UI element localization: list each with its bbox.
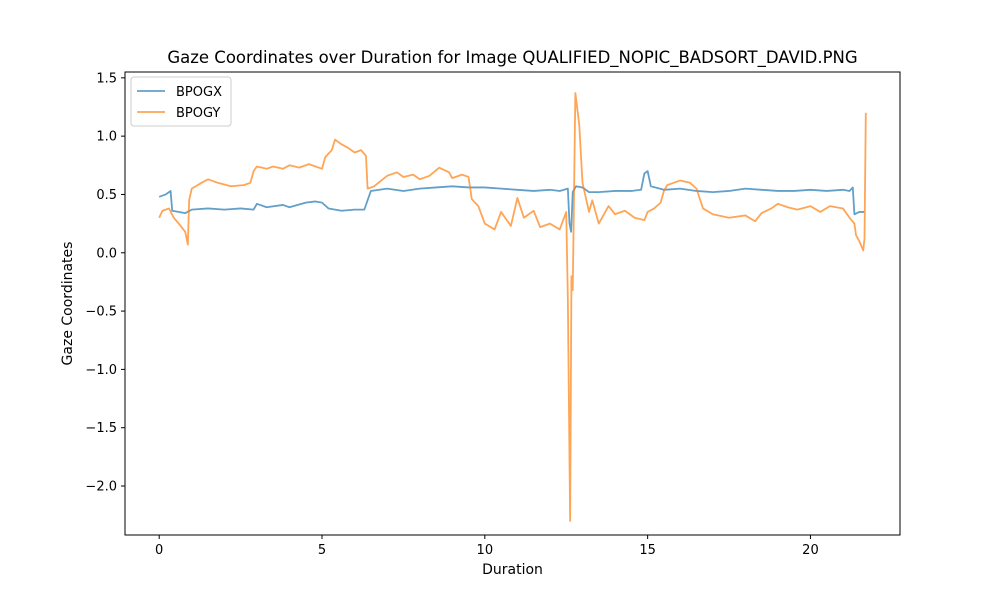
y-tick-label: −1.0 bbox=[85, 363, 117, 378]
series-layer bbox=[158, 92, 867, 522]
plot-frame bbox=[124, 71, 901, 536]
legend: BPOGX BPOGY bbox=[130, 76, 232, 127]
x-tick-label: 10 bbox=[477, 543, 494, 558]
x-axis-title: Duration bbox=[482, 562, 543, 578]
y-tick-label: 0.0 bbox=[96, 246, 117, 261]
y-tick-label: 1.5 bbox=[96, 71, 117, 86]
x-tick-label: 15 bbox=[639, 543, 656, 558]
y-tick-label: −2.0 bbox=[85, 480, 117, 495]
x-tick-label: 0 bbox=[155, 543, 163, 558]
y-axis-title: Gaze Coordinates bbox=[60, 242, 76, 366]
chart-title: Gaze Coordinates over Duration for Image… bbox=[167, 48, 857, 68]
y-axis: −2.0 −1.5 −1.0 −0.5 0.0 0.5 1.0 1.5 bbox=[85, 71, 125, 495]
y-tick-label: 1.0 bbox=[96, 130, 117, 145]
x-tick-label: 20 bbox=[802, 543, 819, 558]
x-axis: 0 5 10 15 20 bbox=[155, 535, 819, 558]
series-line-bpogy bbox=[158, 92, 867, 522]
legend-label-bpogy: BPOGY bbox=[176, 106, 220, 121]
plot-area bbox=[124, 71, 901, 536]
y-tick-label: −0.5 bbox=[85, 305, 117, 320]
legend-box bbox=[130, 76, 232, 127]
series-line-bpogx bbox=[158, 170, 865, 233]
x-tick-label: 5 bbox=[318, 543, 326, 558]
y-tick-label: 0.5 bbox=[96, 188, 117, 203]
y-tick-label: −1.5 bbox=[85, 421, 117, 436]
legend-label-bpogx: BPOGX bbox=[176, 85, 222, 100]
